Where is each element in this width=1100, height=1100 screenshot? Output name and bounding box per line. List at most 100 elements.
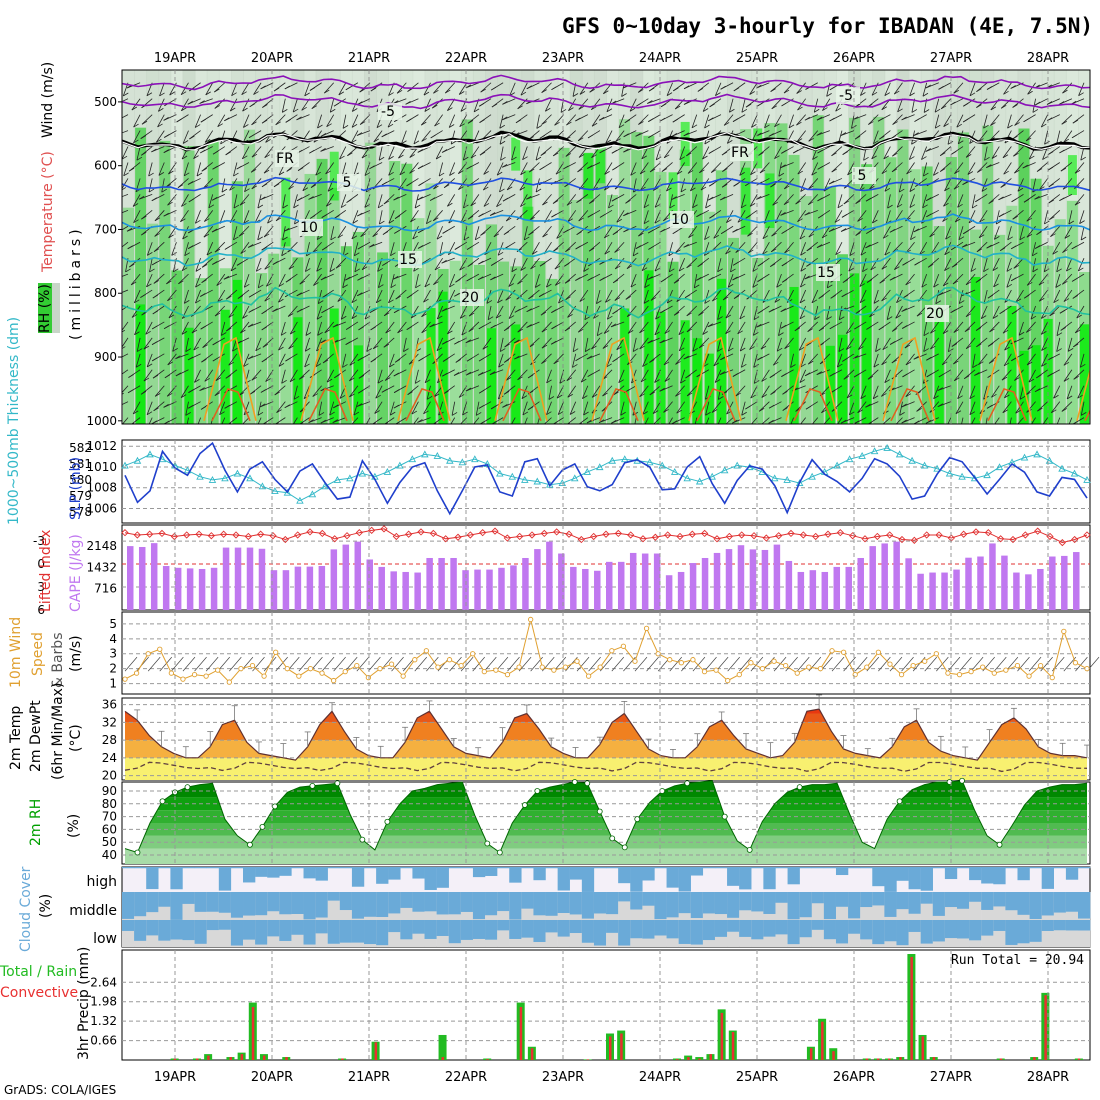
wind-barb-flag	[814, 108, 820, 113]
rh-green-column	[824, 186, 836, 424]
rh-saturated-column	[1080, 324, 1089, 424]
wind-barb-flag	[541, 121, 547, 125]
wind-barb-flag	[753, 364, 759, 368]
wind-barb-flag	[848, 267, 855, 272]
wind-barb	[953, 321, 964, 333]
wind-barb-flag	[459, 91, 465, 95]
wind-barb	[1056, 337, 1061, 352]
precip-convective-bar	[910, 956, 913, 1060]
wind-barb-flag	[603, 90, 609, 95]
wind-barb-flag	[1022, 164, 1028, 169]
wind-barb-flag	[951, 150, 957, 155]
wind-barb	[799, 305, 807, 319]
wind-barb-flag	[965, 281, 972, 286]
wind-barb-flag	[796, 138, 803, 142]
wind-barb-flag	[627, 330, 634, 334]
cape-bar	[438, 557, 445, 610]
wind-barb	[933, 273, 940, 288]
wind-barb-flag	[478, 357, 485, 362]
wind-barb	[614, 241, 625, 253]
wind-barb-flag	[478, 325, 485, 330]
wind-barb-flag	[200, 406, 207, 410]
wind-barb-flag	[923, 172, 929, 177]
wind-barb	[965, 305, 976, 317]
wind-barb-flag	[579, 422, 582, 424]
rh-point	[596, 808, 603, 815]
wind-speed-point	[249, 663, 256, 669]
cloud-low-bar	[654, 920, 667, 936]
wind-barb-flag	[278, 298, 284, 303]
wind-barb-flag	[952, 263, 958, 268]
wind-barb	[639, 162, 649, 175]
wind-barb-flag	[528, 295, 534, 300]
cloud-low-bar	[194, 920, 207, 944]
wind-barb-flag	[467, 215, 474, 220]
cloud-middle-bar	[630, 892, 643, 910]
contour-30	[793, 387, 833, 422]
wind-barb-flag	[426, 220, 432, 225]
thickness-point	[1045, 456, 1054, 464]
wind-barb-flag	[782, 278, 788, 283]
cloud-middle-bar	[388, 892, 401, 914]
wind-barb-flag	[790, 364, 796, 368]
wind-barb-flag	[872, 219, 878, 224]
wind-barb-flag	[816, 132, 822, 136]
wind-barb	[342, 274, 347, 288]
wind-barb-flag	[242, 315, 248, 319]
wind-barb-flag	[115, 212, 120, 215]
thickness-point	[770, 474, 779, 482]
wind-barb-flag	[349, 377, 355, 382]
cloud-high-bar	[1005, 867, 1018, 869]
wind-barb-flag	[563, 165, 569, 170]
contour-label: FR	[276, 151, 294, 167]
wind-barb-flag	[148, 188, 155, 193]
wind10m-barb	[727, 656, 740, 672]
cloud-middle-bar	[787, 892, 800, 920]
wind-barb-flag	[967, 171, 974, 175]
rh-green-column	[377, 252, 389, 424]
wind-barb	[556, 226, 564, 239]
lifted-index-point	[639, 535, 647, 543]
wind-barb-flag	[827, 284, 833, 289]
wind-barb-flag	[536, 428, 541, 431]
wind-barb-flag	[625, 296, 632, 300]
rh-saturated-column	[825, 345, 835, 424]
wind-barb-flag	[201, 358, 207, 363]
wind-speed-point	[330, 677, 337, 684]
wind-barb-flag	[996, 220, 1002, 225]
wind-speed-point	[667, 657, 673, 663]
wind-barb-flag	[708, 150, 715, 154]
wind-barb	[579, 289, 589, 302]
wind-barb	[860, 242, 867, 256]
wind-barb-flag	[922, 92, 929, 97]
wind-barb-flag	[1007, 124, 1013, 129]
wind-barb-flag	[261, 119, 268, 124]
wind-barb	[349, 385, 359, 398]
wind-barb-flag	[804, 372, 811, 377]
temp-tick-label: 32	[102, 715, 117, 729]
wind-barb	[776, 273, 782, 288]
wind-barb-flag	[969, 395, 975, 400]
lifted-index-point	[590, 532, 598, 541]
cloud-middle-bar	[920, 892, 933, 904]
cloud-high-bar	[1053, 867, 1067, 869]
cloud-high-bar	[424, 867, 437, 890]
wind-barb	[707, 321, 722, 328]
contour-30	[696, 387, 736, 422]
wind-barb	[935, 289, 940, 304]
wind-barb-flag	[586, 355, 593, 360]
wind-barb	[377, 369, 383, 384]
wind-barb-flag	[605, 299, 611, 303]
rh2m-units-label: (%)	[66, 814, 82, 838]
wind-barb-flag	[1044, 140, 1050, 145]
wind-barb	[831, 162, 843, 173]
wind-speed-point	[1026, 673, 1032, 679]
wind-barb	[288, 257, 298, 270]
wind-barb-flag	[589, 200, 595, 204]
wind-barb-flag	[340, 204, 347, 208]
wind-barb	[921, 146, 928, 160]
wind-barb	[205, 82, 214, 96]
wind-barb-flag	[301, 106, 307, 111]
wind-barb	[923, 321, 928, 336]
wind-barb	[929, 226, 940, 238]
